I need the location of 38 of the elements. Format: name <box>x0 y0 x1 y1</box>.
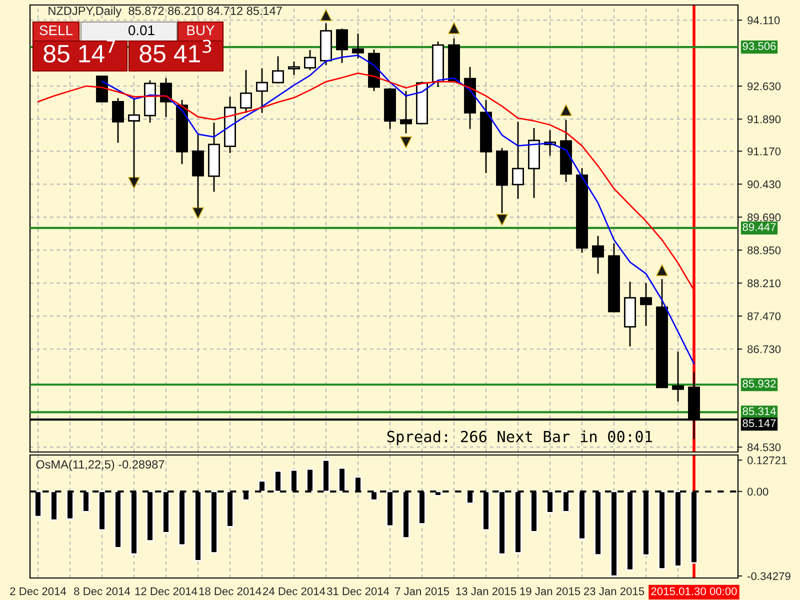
ref-line-label: 85.314 <box>742 407 776 416</box>
x-tick-label: 23 Jan 2015 <box>584 587 644 596</box>
x-tick-label: 24 Dec 2014 <box>263 587 326 596</box>
y-tick-label: 84.530 <box>748 443 781 452</box>
chart-title: NZDJPY,Daily 85.872 86.210 84.712 85.147 <box>48 6 282 18</box>
x-tick-label: 12 Dec 2014 <box>135 587 198 596</box>
y-tick-label: 0.00 <box>747 488 768 496</box>
y-tick-label: -0.34279 <box>748 572 790 580</box>
y-tick-label: 88.210 <box>748 279 781 288</box>
y-tick-label: 91.890 <box>748 115 781 124</box>
x-tick-label: 8 Dec 2014 <box>74 587 130 596</box>
ref-line-label: 93.506 <box>742 42 776 50</box>
ref-line-label: 85.147 <box>742 419 776 428</box>
y-tick-label: 0.12721 <box>747 456 787 464</box>
y-tick-label: 94.110 <box>748 16 780 24</box>
x-tick-label: 2 Dec 2014 <box>10 587 66 596</box>
annotation: BUY <box>187 26 214 36</box>
annotation: Spread: 266 Next Bar in 00:01 <box>387 430 652 446</box>
x-tick-label: 7 Jan 2015 <box>395 587 450 596</box>
x-tick-label: 2015.01.30 00:00 <box>651 587 737 596</box>
x-tick-label: 31 Dec 2014 <box>326 587 390 596</box>
x-tick-label: 19 Jan 2015 <box>520 587 580 596</box>
y-tick-label: 87.470 <box>748 312 781 320</box>
annotation: 0.01 <box>128 25 154 36</box>
y-tick-label: 89.690 <box>748 213 781 222</box>
y-tick-label: 91.170 <box>748 147 781 156</box>
x-tick-label: 13 Jan 2015 <box>456 587 516 596</box>
chart-title: OsMA(11,22,5) -0.28987 <box>36 460 164 471</box>
y-tick-label: 90.430 <box>748 180 781 188</box>
annotation: 85 41$^{3}$ <box>140 40 212 63</box>
y-tick-label: 88.950 <box>748 246 781 254</box>
y-tick-label: 86.730 <box>748 345 781 354</box>
ref-line-label: 85.932 <box>742 380 776 388</box>
x-tick-label: 18 Dec 2014 <box>199 587 262 596</box>
annotation: 85 14$^{7}$ <box>44 40 116 63</box>
y-tick-label: 92.630 <box>748 82 781 90</box>
annotation: SELL <box>40 25 73 36</box>
ref-line-label: 89.447 <box>742 223 776 231</box>
